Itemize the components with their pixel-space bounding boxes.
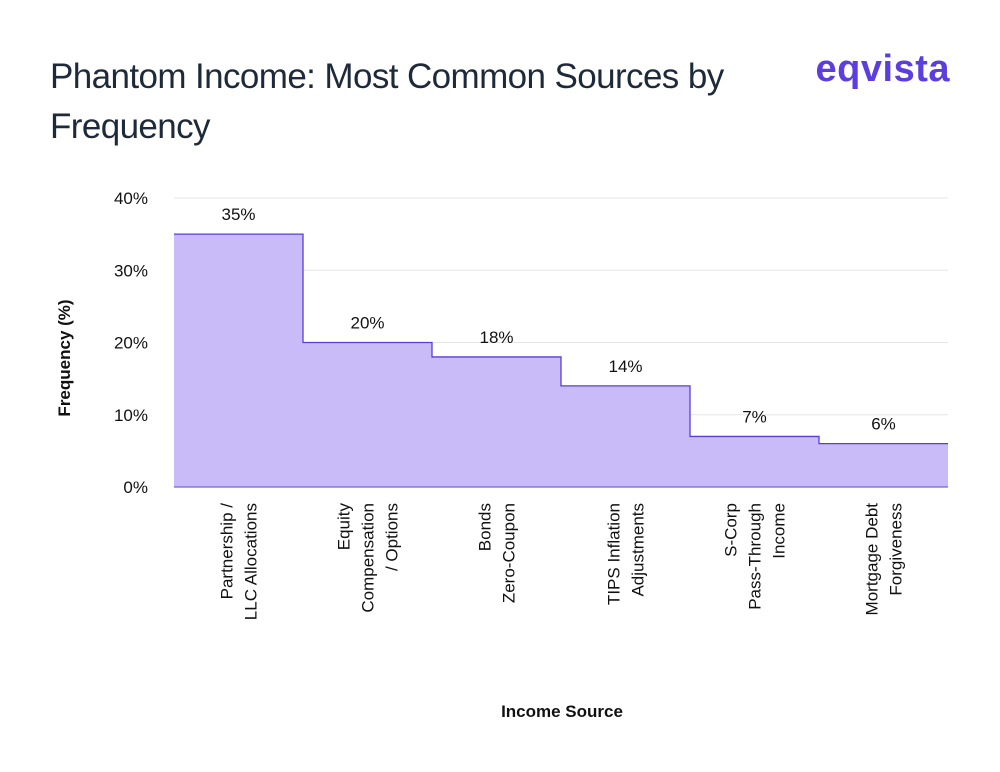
data-label: 20% (350, 314, 384, 333)
x-tick-label-line: TIPS Inflation (605, 503, 624, 605)
y-tick-label: 20% (114, 334, 148, 353)
x-axis-ticks: Partnership / LLC Allocations Equity Compen… (218, 503, 906, 621)
y-tick-label: 10% (114, 406, 148, 425)
data-label: 35% (221, 205, 255, 224)
y-axis-title: Frequency (%) (55, 299, 74, 416)
x-tick-label-line: Mortgage Debt (863, 503, 882, 616)
step-line (174, 233, 948, 445)
x-tick-label-line: Income (770, 503, 789, 559)
y-tick-label: 40% (114, 189, 148, 208)
x-tick-label: Equity Compensation / Options (335, 503, 402, 613)
x-tick-label-line: Forgiveness (887, 503, 906, 596)
x-tick-label: Bonds Zero-Coupon (476, 503, 519, 603)
x-tick-label-line: Zero-Coupon (500, 503, 519, 603)
chart-title: Phantom Income: Most Common Sources by F… (50, 57, 724, 146)
x-tick-label-line: S-Corp (722, 503, 741, 557)
x-tick-label-line: Adjustments (629, 503, 648, 597)
data-label: 6% (871, 415, 896, 434)
eqvista-logo: eqvista (815, 48, 950, 90)
data-label: 7% (742, 407, 767, 426)
y-tick-label: 30% (114, 261, 148, 280)
x-tick-label-line: / Options (383, 503, 402, 571)
x-tick-label: TIPS Inflation Adjustments (605, 503, 648, 605)
data-label: 18% (479, 328, 513, 347)
x-tick-label-line: Partnership / (218, 503, 237, 600)
x-tick-label-line: Pass-Through (746, 503, 765, 610)
plot-area (174, 233, 948, 488)
x-tick-label: Partnership / LLC Allocations (218, 503, 261, 620)
x-tick-label-line: Compensation (359, 503, 378, 613)
y-tick-label: 0% (123, 478, 148, 497)
x-tick-label-line: Bonds (476, 503, 495, 551)
data-label: 14% (608, 357, 642, 376)
x-tick-label: Mortgage Debt Forgiveness (863, 503, 906, 616)
x-tick-label: S-Corp Pass-Through Income (722, 503, 789, 610)
data-labels: 35% 20% 18% 14% 7% 6% (221, 205, 895, 434)
x-tick-label-line: Equity (335, 503, 354, 551)
x-axis-title: Income Source (501, 702, 623, 721)
x-tick-label-line: LLC Allocations (242, 503, 261, 620)
y-axis-ticks: 0% 10% 20% 30% 40% (114, 189, 148, 497)
